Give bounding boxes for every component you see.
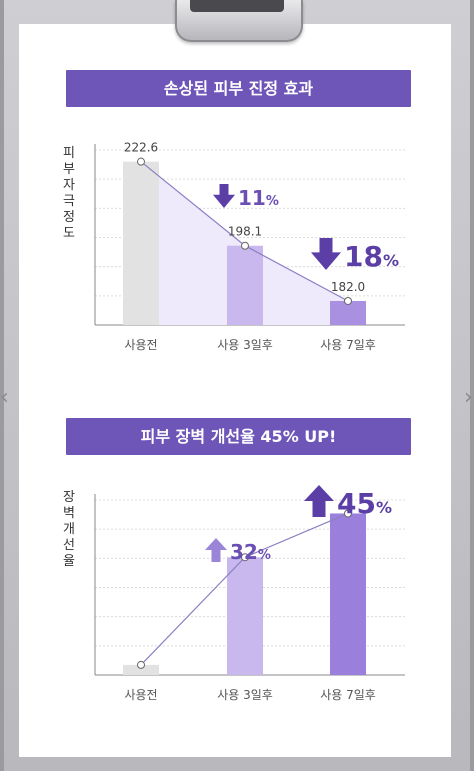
line-point-2 xyxy=(344,509,352,518)
chart1-svg: 222.6 198.1 182.0 사용전 사용 3일후 사용 7일후 11% 18% xyxy=(94,141,405,352)
chevron-left-icon[interactable]: ‹ xyxy=(0,385,9,410)
bar-0 xyxy=(123,664,159,675)
tick-label-2: 사용 7일후 xyxy=(320,338,376,352)
bar-2 xyxy=(330,513,366,675)
arrow-down-icon-0 xyxy=(213,184,235,208)
line-point-0 xyxy=(137,157,145,166)
tick-label-2: 사용 7일후 xyxy=(320,688,376,702)
line-point-1 xyxy=(241,241,249,250)
line-point-0 xyxy=(137,660,145,669)
arrow-down-icon-1 xyxy=(311,238,341,270)
clipboard-clip-top xyxy=(190,0,284,12)
value-label-1: 198.1 xyxy=(228,225,262,239)
value-label-2: 182.0 xyxy=(331,280,365,294)
line-point-1 xyxy=(241,553,249,562)
chart2-svg: 사용전 사용 3일후 사용 7일후 32% 45% xyxy=(94,485,405,702)
arrow-up-icon-0 xyxy=(205,538,227,562)
bar-2 xyxy=(330,300,366,325)
chart2-title-banner: 피부 장벽 개선율 45% UP! xyxy=(66,418,411,455)
line-point-2 xyxy=(344,296,352,305)
value-label-0: 222.6 xyxy=(124,141,158,155)
annotation-1: 18% xyxy=(344,240,399,273)
tick-label-0: 사용전 xyxy=(124,338,157,352)
chevron-right-icon[interactable]: › xyxy=(464,385,473,410)
tick-label-1: 사용 3일후 xyxy=(217,338,273,352)
annotation-0: 11% xyxy=(238,186,279,210)
bar-0 xyxy=(123,161,159,325)
tick-label-0: 사용전 xyxy=(124,688,157,702)
annotation-1: 45% xyxy=(337,487,392,520)
annotation-0: 32% xyxy=(230,540,271,564)
arrow-up-icon-1 xyxy=(304,485,334,517)
bar-1 xyxy=(227,245,263,325)
area-fill xyxy=(141,161,348,325)
tick-label-1: 사용 3일후 xyxy=(217,688,273,702)
chart1-ylabel: 피 부 자 극 정 도 xyxy=(63,146,75,241)
chart1-title-banner: 손상된 피부 진정 효과 xyxy=(66,70,411,107)
bar-1 xyxy=(227,557,263,675)
chart2-ylabel: 장 벽 개 선 율 xyxy=(63,490,75,569)
